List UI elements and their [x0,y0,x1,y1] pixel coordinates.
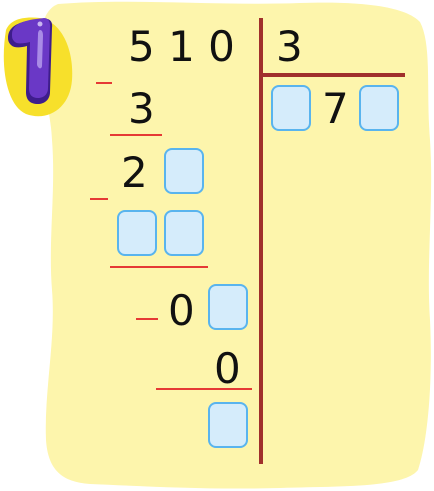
divisor: 3 [276,22,303,71]
subtrahend-1: 3 [128,84,155,133]
quotient-box-2[interactable] [359,85,399,131]
bring-down-box[interactable] [164,148,204,194]
dividend: 5 1 0 [128,22,235,71]
minus-sign-3 [136,318,158,320]
result-line-1 [110,134,162,136]
bring-down-box-2[interactable] [208,284,248,330]
final-remainder-box[interactable] [208,402,248,448]
division-vertical-line [259,18,263,464]
result-line-3 [156,388,252,390]
remainder-2: 0 [168,286,195,335]
subtrahend-2-box-2[interactable] [164,210,204,256]
subtrahend-3: 0 [214,344,241,393]
minus-sign-1 [96,82,112,84]
result-line-2 [110,266,208,268]
minus-sign-2 [90,198,108,200]
quotient-digit: 7 [322,84,349,133]
quotient-box-1[interactable] [271,85,311,131]
remainder-1: 2 [121,148,148,197]
subtrahend-2-box-1[interactable] [117,210,157,256]
division-horizontal-line [259,73,405,77]
problem-number-badge [3,17,73,117]
